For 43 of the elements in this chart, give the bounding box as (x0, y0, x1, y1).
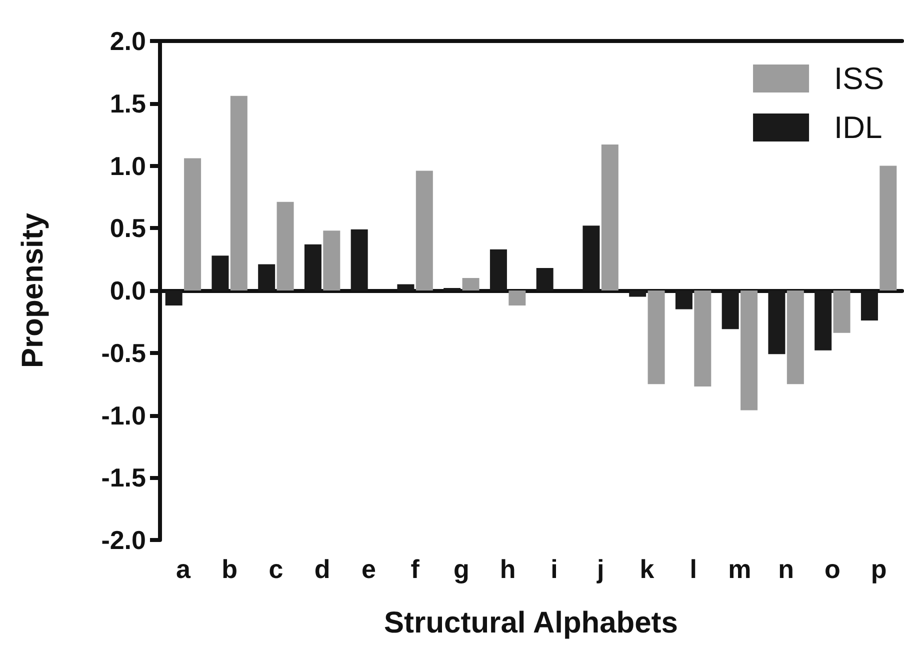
bar (880, 166, 897, 290)
x-tick-label: g (453, 554, 470, 584)
legend-label: IDL (834, 110, 882, 145)
bar (184, 158, 202, 290)
bar (694, 290, 712, 387)
x-tick-label: c (268, 554, 284, 584)
bar (601, 144, 618, 290)
y-tick-label: -2.0 (101, 525, 146, 555)
x-tick-label: m (728, 554, 752, 584)
x-tick-label: j (596, 554, 604, 584)
bar (276, 202, 294, 290)
x-tick-label: a (176, 554, 191, 584)
bar (740, 290, 758, 410)
x-tick-label: i (550, 554, 558, 584)
x-tick-label: h (500, 554, 516, 584)
x-tick-label: o (824, 554, 840, 584)
x-tick-label: d (314, 554, 330, 584)
bar (508, 290, 526, 306)
y-tick-label: 1.5 (110, 88, 146, 118)
bar (323, 230, 340, 290)
y-tick-label: -1.5 (101, 462, 146, 493)
y-tick-label: -1.0 (101, 400, 146, 430)
y-tick-label: 2.0 (110, 26, 146, 56)
x-tick-label: k (640, 554, 655, 584)
bar (648, 290, 665, 384)
bar (786, 290, 804, 384)
x-axis-title: Structural Alphabets (384, 606, 678, 640)
x-tick-label: l (690, 554, 697, 584)
legend-label: ISS (834, 61, 884, 96)
bar (833, 290, 850, 333)
y-tick-label: 0.5 (110, 213, 146, 244)
x-tick-label: p (870, 554, 887, 584)
y-axis-title: Propensity (16, 212, 50, 368)
y-tick-label: -0.5 (101, 338, 146, 368)
x-tick-label: f (410, 554, 420, 584)
bar (416, 170, 433, 290)
x-tick-label: e (361, 554, 376, 584)
y-tick-label: 1.0 (110, 150, 146, 181)
x-tick-label: n (778, 554, 794, 584)
y-tick-label: 0.0 (110, 276, 146, 306)
bar (462, 278, 480, 290)
x-tick-label: b (222, 554, 238, 584)
bar (230, 96, 248, 290)
